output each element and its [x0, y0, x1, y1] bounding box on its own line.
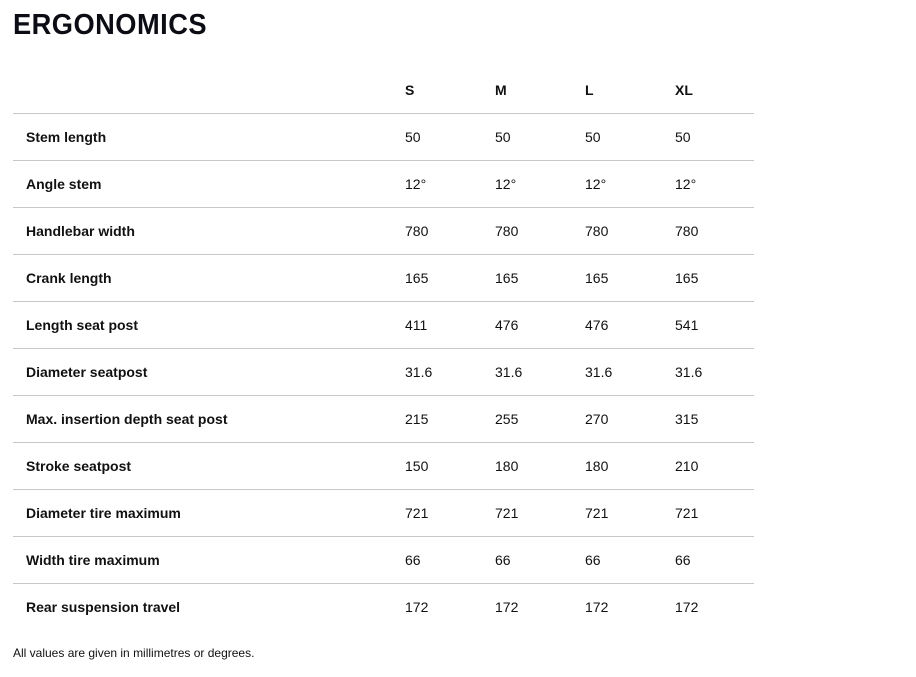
- row-value: 12°: [405, 175, 427, 192]
- row-value: 66: [405, 551, 421, 568]
- row-value: 165: [585, 269, 609, 286]
- column-header-m: M: [495, 82, 507, 99]
- row-value: 172: [405, 598, 429, 615]
- row-value: 66: [585, 551, 601, 568]
- row-value: 50: [585, 128, 601, 145]
- row-value: 150: [405, 457, 429, 474]
- table-row: Diameter seatpost 31.6 31.6 31.6 31.6: [13, 348, 754, 395]
- spec-table-body: Stem length 50 50 50 50 Angle stem 12° 12° 12° 12…: [13, 113, 754, 630]
- table-row: Rear suspension travel 172 172 172 172: [13, 583, 754, 630]
- row-value: 215: [405, 410, 429, 427]
- row-value: 210: [675, 457, 699, 474]
- row-label: Max. insertion depth seat post: [26, 410, 228, 427]
- row-value: 165: [495, 269, 519, 286]
- row-label: Angle stem: [26, 175, 102, 192]
- ergonomics-table: S M L XL Stem length 50 50 50 50 Angle stem 12° 12…: [13, 68, 754, 630]
- row-label: Length seat post: [26, 316, 139, 333]
- row-value: 172: [495, 598, 519, 615]
- row-value: 780: [585, 222, 609, 239]
- row-value: 180: [585, 457, 609, 474]
- row-label: Stroke seatpost: [26, 457, 132, 474]
- table-row: Width tire maximum 66 66 66 66: [13, 536, 754, 583]
- ergonomics-section: ERGONOMICS S M L XL Stem length 50 50 50 50 Angl…: [13, 9, 754, 660]
- header-row: S M L XL: [13, 68, 754, 113]
- row-value: 12°: [585, 175, 607, 192]
- row-value: 476: [585, 316, 609, 333]
- row-value: 780: [495, 222, 519, 239]
- row-value: 31.6: [585, 363, 613, 380]
- row-label: Stem length: [26, 128, 107, 145]
- row-value: 31.6: [405, 363, 433, 380]
- table-row: Crank length 165 165 165 165: [13, 254, 754, 301]
- row-value: 255: [495, 410, 519, 427]
- row-value: 172: [675, 598, 699, 615]
- row-value: 780: [405, 222, 429, 239]
- table-row: Stroke seatpost 150 180 180 210: [13, 442, 754, 489]
- row-value: 411: [405, 316, 428, 333]
- row-value: 721: [405, 504, 429, 521]
- row-label: Width tire maximum: [26, 551, 160, 568]
- column-header-xl: XL: [675, 82, 693, 99]
- table-row: Length seat post 411 476 476 541: [13, 301, 754, 348]
- table-row: Max. insertion depth seat post 215 255 270 3…: [13, 395, 754, 442]
- row-value: 50: [405, 128, 421, 145]
- row-value: 12°: [495, 175, 517, 192]
- row-label: Handlebar width: [26, 222, 135, 239]
- row-value: 12°: [675, 175, 697, 192]
- header-empty-cell: [13, 68, 403, 113]
- table-row: Angle stem 12° 12° 12° 12°: [13, 160, 754, 207]
- row-value: 780: [675, 222, 699, 239]
- row-value: 541: [675, 316, 699, 333]
- row-value: 31.6: [495, 363, 523, 380]
- table-row: Stem length 50 50 50 50: [13, 113, 754, 160]
- row-value: 31.6: [675, 363, 703, 380]
- row-value: 66: [495, 551, 511, 568]
- row-value: 721: [585, 504, 609, 521]
- row-value: 172: [585, 598, 609, 615]
- row-label: Crank length: [26, 269, 112, 286]
- row-value: 476: [495, 316, 519, 333]
- row-label: Diameter tire maximum: [26, 504, 181, 521]
- row-value: 270: [585, 410, 609, 427]
- page-title: ERGONOMICS: [13, 9, 208, 41]
- row-label: Rear suspension travel: [26, 598, 181, 615]
- row-value: 50: [675, 128, 691, 145]
- row-value: 721: [675, 504, 699, 521]
- row-value: 180: [495, 457, 519, 474]
- row-value: 315: [675, 410, 699, 427]
- row-value: 165: [405, 269, 429, 286]
- row-value: 50: [495, 128, 511, 145]
- row-value: 165: [675, 269, 699, 286]
- column-header-s: S: [405, 82, 415, 99]
- footnote: All values are given in millimetres or d…: [13, 646, 255, 660]
- row-value: 721: [495, 504, 519, 521]
- table-row: Handlebar width 780 780 780 780: [13, 207, 754, 254]
- table-header: S M L XL: [13, 68, 754, 113]
- row-label: Diameter seatpost: [26, 363, 148, 380]
- column-header-l: L: [585, 82, 594, 99]
- row-value: 66: [675, 551, 691, 568]
- table-row: Diameter tire maximum 721 721 721 721: [13, 489, 754, 536]
